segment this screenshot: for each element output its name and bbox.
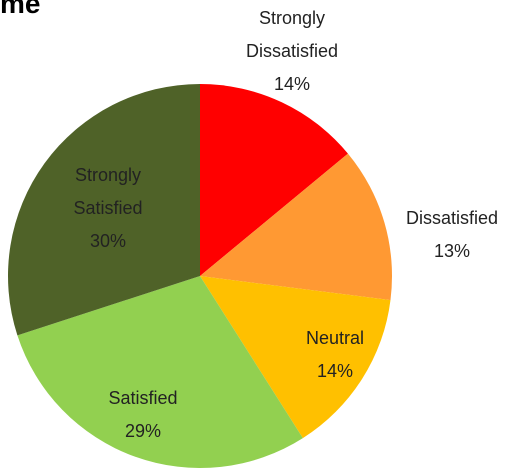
value-label: 14% [273,74,311,94]
category-label: Dissatisfied [405,208,499,228]
category-label: Satisfied [108,388,178,408]
slice-label: Neutral 14% [275,322,395,388]
pie-slice [200,276,391,439]
category-label: Strongly Dissatisfied [245,8,339,61]
pie-slice [7,84,201,336]
value-label: 30% [89,231,127,251]
slice-label: Dissatisfied 13% [382,202,514,268]
slice-label: Satisfied 29% [83,382,203,448]
category-label: Strongly Satisfied [73,165,143,218]
value-label: 13% [433,241,471,261]
slice-label: Strongly Dissatisfied 14% [217,2,367,101]
category-label: Neutral [305,328,365,348]
slice-label: Strongly Satisfied 30% [53,159,163,258]
value-label: 29% [124,421,162,441]
pie-slice [17,276,303,469]
value-label: 14% [316,361,354,381]
pie-slice [200,84,348,276]
pie-slice [200,153,393,301]
chart-title: me [0,0,41,19]
